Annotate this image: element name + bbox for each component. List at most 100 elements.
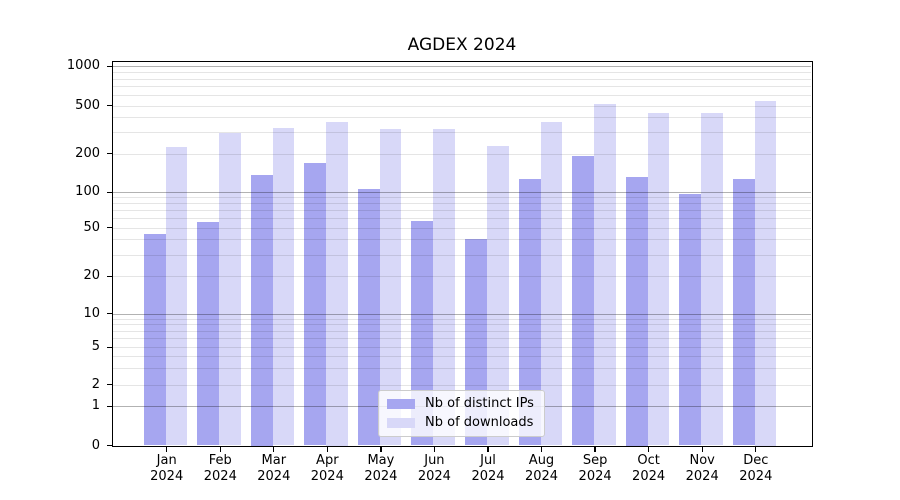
gridline-minor-70 xyxy=(113,210,811,212)
bar-distinct-ips-mar xyxy=(250,174,273,446)
bar-downloads-mar xyxy=(272,128,295,446)
bar-downloads-sep xyxy=(594,103,616,446)
gridline-minor-600 xyxy=(113,95,811,97)
gridline-minor-500 xyxy=(113,105,811,107)
x-tick-label-sep: Sep 2024 xyxy=(578,453,612,484)
y-tick-mark-100 xyxy=(107,191,113,193)
y-tick-mark-50 xyxy=(107,227,113,229)
y-tick-label-50: 50 xyxy=(83,219,100,235)
gridline-minor-400 xyxy=(113,117,811,119)
y-tick-mark-200 xyxy=(107,153,113,155)
bar-distinct-ips-oct xyxy=(625,177,648,446)
y-tick-label-20: 20 xyxy=(83,268,100,283)
bar-distinct-ips-jan xyxy=(143,234,166,446)
gridline-minor-8 xyxy=(113,324,811,326)
x-tick-label-mar: Mar 2024 xyxy=(257,453,291,484)
y-tick-label-100: 100 xyxy=(75,184,100,199)
gridline-minor-700 xyxy=(113,86,811,88)
y-tick-label-500: 500 xyxy=(75,97,100,113)
gridline-minor-20 xyxy=(113,276,811,277)
legend-item-distinct-ips: Nb of distinct IPs xyxy=(387,397,536,411)
gridline-minor-3 xyxy=(113,367,811,369)
bar-downloads-jul xyxy=(487,146,509,446)
x-tick-label-oct: Oct 2024 xyxy=(632,453,666,484)
x-tick-label-dec: Dec 2024 xyxy=(739,453,773,484)
bar-distinct-ips-nov xyxy=(679,193,702,446)
legend-swatch-downloads xyxy=(387,418,415,428)
gridline-minor-4 xyxy=(113,356,811,358)
bar-downloads-feb xyxy=(219,132,241,446)
gridline-minor-800 xyxy=(113,78,811,80)
gridline-minor-2 xyxy=(113,384,811,386)
legend-label-distinct-ips: Nb of distinct IPs xyxy=(425,396,534,411)
x-tick-label-apr: Apr 2024 xyxy=(310,453,344,484)
x-tick-label-jun: Jun 2024 xyxy=(417,453,451,484)
gridline-minor-90 xyxy=(113,197,811,199)
legend-label-downloads: Nb of downloads xyxy=(425,415,534,430)
gridline-minor-40 xyxy=(113,239,811,241)
gridline-minor-300 xyxy=(113,132,811,134)
x-tick-label-may: May 2024 xyxy=(364,453,398,484)
y-tick-mark-0 xyxy=(107,445,113,447)
x-tick-label-jul: Jul 2024 xyxy=(471,453,505,484)
y-tick-mark-1 xyxy=(107,405,113,407)
y-tick-label-2: 2 xyxy=(91,376,100,392)
gridline-minor-5 xyxy=(113,347,811,348)
gridline-minor-900 xyxy=(113,72,811,73)
gridline-minor-60 xyxy=(113,218,811,220)
gridline-minor-200 xyxy=(113,153,811,155)
bar-downloads-jun xyxy=(433,129,455,446)
x-tick-mark-apr xyxy=(326,447,328,452)
x-tick-mark-jun xyxy=(433,447,436,452)
gridline-minor-30 xyxy=(113,254,811,256)
y-tick-label-1: 1 xyxy=(91,398,100,413)
gridline-minor-6 xyxy=(113,338,811,340)
legend: Nb of distinct IPs Nb of downloads xyxy=(378,390,545,437)
gridline-major-1000 xyxy=(113,66,811,67)
x-tick-mark-nov xyxy=(701,447,703,452)
x-tick-mark-sep xyxy=(594,447,596,452)
gridline-minor-50 xyxy=(113,227,811,229)
x-tick-mark-feb xyxy=(219,447,221,452)
x-tick-label-nov: Nov 2024 xyxy=(685,453,719,484)
legend-item-downloads: Nb of downloads xyxy=(387,416,536,430)
plot-area: Nb of distinct IPs Nb of downloads xyxy=(111,60,813,447)
x-tick-label-aug: Aug 2024 xyxy=(524,453,559,484)
y-tick-mark-10 xyxy=(107,313,113,315)
bar-downloads-dec xyxy=(754,101,777,446)
x-tick-mark-aug xyxy=(540,447,543,452)
y-tick-mark-20 xyxy=(107,275,113,277)
gridline-major-10 xyxy=(113,313,811,315)
gridline-minor-9 xyxy=(113,318,811,320)
bar-distinct-ips-aug xyxy=(518,179,541,446)
x-tick-mark-jan xyxy=(166,447,168,452)
gridline-minor-7 xyxy=(113,330,811,332)
y-tick-mark-500 xyxy=(107,105,113,107)
bar-distinct-ips-apr xyxy=(304,163,327,446)
bar-distinct-ips-feb xyxy=(197,221,220,446)
bar-downloads-jan xyxy=(165,146,188,446)
bar-downloads-oct xyxy=(647,112,670,446)
chart-title: AGDEX 2024 xyxy=(407,35,517,55)
bar-distinct-ips-may xyxy=(357,189,380,446)
bar-distinct-ips-sep xyxy=(572,156,595,446)
bar-downloads-nov xyxy=(701,112,723,446)
x-tick-mark-mar xyxy=(273,447,275,452)
bar-distinct-ips-dec xyxy=(732,179,755,446)
grid-layer xyxy=(113,62,811,446)
x-tick-label-feb: Feb 2024 xyxy=(203,453,237,484)
legend-swatch-distinct-ips xyxy=(387,399,415,409)
x-tick-mark-jul xyxy=(487,447,489,452)
x-tick-mark-may xyxy=(380,447,382,452)
y-tick-mark-2 xyxy=(107,384,113,386)
y-tick-mark-5 xyxy=(107,346,113,348)
x-tick-label-jan: Jan 2024 xyxy=(150,453,184,484)
y-tick-label-5: 5 xyxy=(91,339,100,354)
y-tick-label-0: 0 xyxy=(91,437,100,453)
x-tick-mark-oct xyxy=(647,447,650,452)
bar-downloads-apr xyxy=(326,122,348,446)
y-tick-label-1000: 1000 xyxy=(66,58,100,73)
y-tick-label-200: 200 xyxy=(75,145,100,161)
bar-distinct-ips-jun xyxy=(411,220,434,446)
